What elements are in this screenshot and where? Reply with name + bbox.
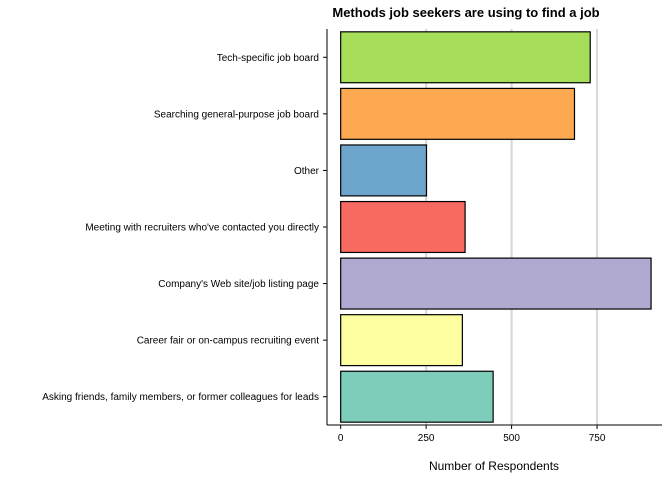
category-labels: Tech-specific job board Searching general… bbox=[42, 53, 319, 403]
category-label-4: Meeting with recruiters who've contacted… bbox=[85, 223, 319, 234]
bar-1 bbox=[340, 31, 591, 84]
x-tick-label-250: 250 bbox=[418, 433, 435, 444]
x-tick-label-0: 0 bbox=[338, 433, 344, 444]
category-label-6: Career fair or on-campus recruiting even… bbox=[137, 336, 320, 347]
category-label-2: Searching general-purpose job board bbox=[154, 109, 319, 120]
x-tick-label-500: 500 bbox=[503, 433, 520, 444]
bar-6 bbox=[340, 314, 463, 367]
bar-7 bbox=[340, 370, 494, 423]
x-tick-label-750: 750 bbox=[589, 433, 606, 444]
axes: 0 250 500 750 bbox=[323, 29, 662, 444]
bars bbox=[340, 31, 652, 423]
x-axis-title: Number of Respondents bbox=[429, 459, 559, 473]
bar-3 bbox=[340, 144, 428, 197]
category-label-3: Other bbox=[294, 166, 320, 177]
category-label-1: Tech-specific job board bbox=[217, 53, 319, 64]
category-label-7: Asking friends, family members, or forme… bbox=[42, 392, 319, 403]
bar-2 bbox=[340, 87, 576, 140]
category-label-5: Company's Web site/job listing page bbox=[158, 279, 319, 290]
bar-4 bbox=[340, 200, 466, 254]
chart-title: Methods job seekers are using to find a … bbox=[332, 5, 599, 20]
bar-5 bbox=[340, 257, 652, 310]
